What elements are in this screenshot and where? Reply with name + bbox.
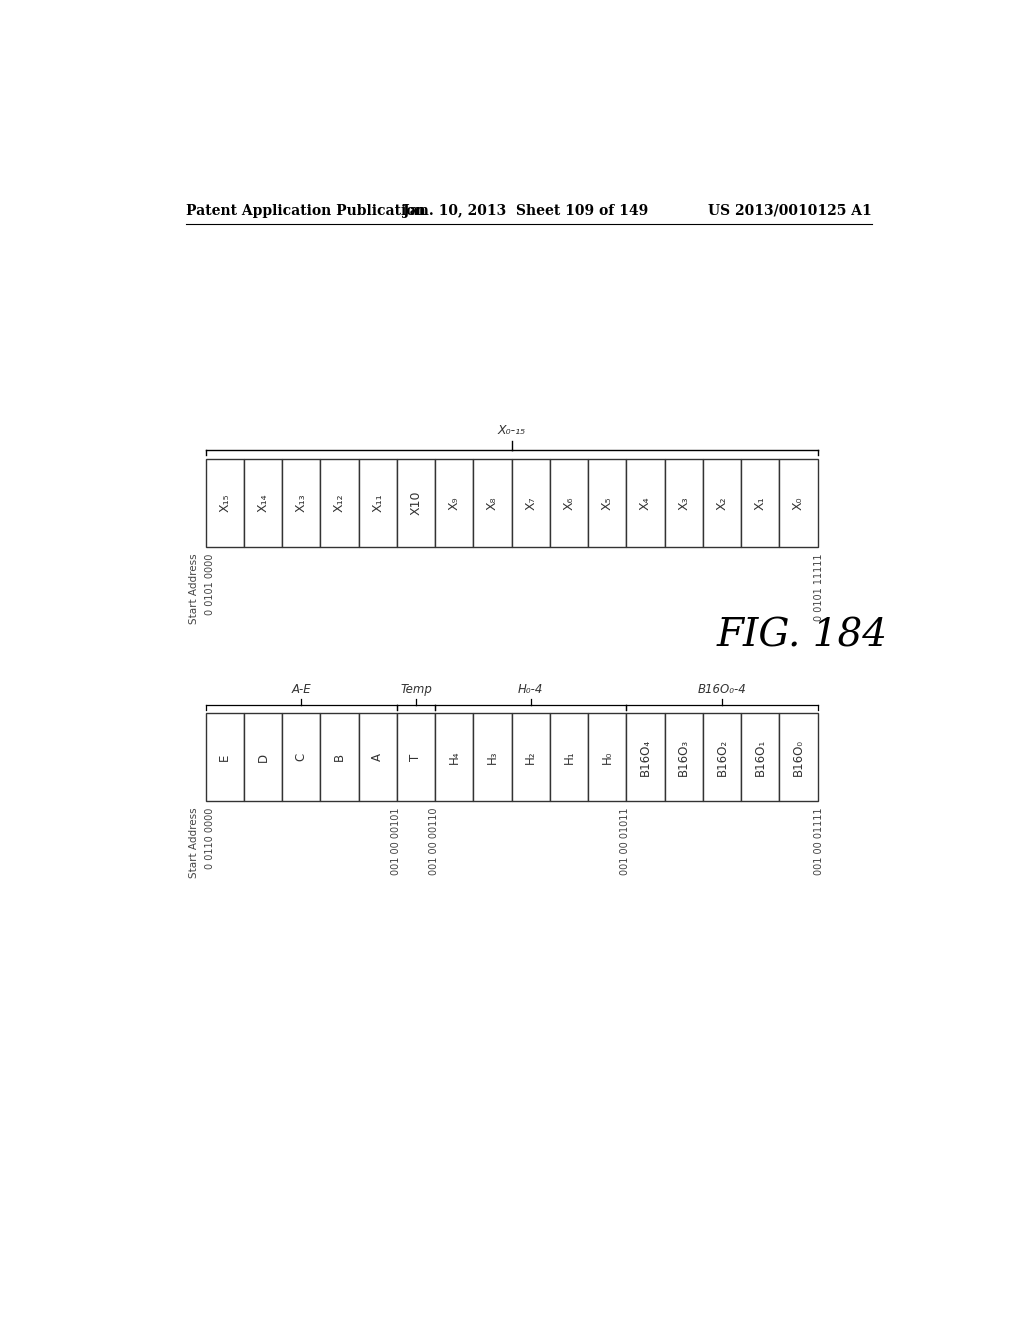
Text: X₁₅: X₁₅: [218, 494, 231, 512]
Text: X₄: X₄: [639, 496, 652, 510]
Text: 0 0101 11111: 0 0101 11111: [814, 553, 824, 620]
Text: B16O₄: B16O₄: [639, 738, 652, 776]
Bar: [702, 459, 741, 548]
Text: E: E: [218, 754, 231, 760]
Text: FIG. 184: FIG. 184: [717, 618, 888, 655]
Text: Temp: Temp: [400, 682, 432, 696]
Text: B16O₃: B16O₃: [677, 738, 690, 776]
Text: H₄: H₄: [447, 750, 461, 764]
Bar: [550, 713, 588, 801]
Bar: [244, 459, 282, 548]
Bar: [244, 713, 282, 801]
Text: X₀: X₀: [793, 496, 805, 510]
Text: H₀: H₀: [601, 750, 613, 764]
Bar: [741, 459, 779, 548]
Text: B16O₂: B16O₂: [716, 738, 729, 776]
Text: B16O₀-4: B16O₀-4: [697, 682, 746, 696]
Text: H₃: H₃: [486, 750, 499, 764]
Bar: [397, 459, 435, 548]
Bar: [358, 713, 397, 801]
Text: Start Address: Start Address: [189, 553, 200, 624]
Text: X10: X10: [410, 491, 423, 515]
Bar: [741, 713, 779, 801]
Text: A: A: [371, 754, 384, 762]
Bar: [550, 459, 588, 548]
Text: X₁₃: X₁₃: [295, 494, 307, 512]
Bar: [512, 713, 550, 801]
Bar: [779, 713, 818, 801]
Bar: [206, 459, 244, 548]
Text: X₈: X₈: [486, 496, 499, 510]
Text: 001 00 01011: 001 00 01011: [621, 808, 631, 875]
Text: H₂: H₂: [524, 750, 538, 764]
Text: 001 00 00101: 001 00 00101: [391, 808, 400, 875]
Text: B16O₁: B16O₁: [754, 738, 767, 776]
Text: H₀-4: H₀-4: [518, 682, 544, 696]
Text: 0 0101 0000: 0 0101 0000: [205, 553, 215, 615]
Bar: [435, 459, 473, 548]
Text: US 2013/0010125 A1: US 2013/0010125 A1: [709, 203, 872, 218]
Bar: [702, 713, 741, 801]
Text: X₆: X₆: [562, 496, 575, 510]
Bar: [588, 713, 627, 801]
Bar: [779, 459, 818, 548]
Text: X₀-₁₅: X₀-₁₅: [498, 424, 525, 437]
Bar: [282, 459, 321, 548]
Text: X₉: X₉: [447, 496, 461, 510]
Text: X₁₁: X₁₁: [371, 494, 384, 512]
Bar: [627, 713, 665, 801]
Bar: [473, 459, 512, 548]
Bar: [665, 459, 702, 548]
Text: X₁₂: X₁₂: [333, 494, 346, 512]
Bar: [321, 713, 358, 801]
Bar: [473, 713, 512, 801]
Bar: [282, 713, 321, 801]
Text: 0 0110 0000: 0 0110 0000: [205, 808, 215, 869]
Text: 001 00 01111: 001 00 01111: [814, 808, 824, 875]
Bar: [435, 713, 473, 801]
Text: X₁: X₁: [754, 496, 767, 510]
Text: Jan. 10, 2013  Sheet 109 of 149: Jan. 10, 2013 Sheet 109 of 149: [403, 203, 648, 218]
Text: X₇: X₇: [524, 496, 538, 510]
Bar: [588, 459, 627, 548]
Text: X₃: X₃: [677, 496, 690, 510]
Text: C: C: [295, 752, 307, 762]
Bar: [665, 713, 702, 801]
Bar: [321, 459, 358, 548]
Text: B: B: [333, 752, 346, 762]
Bar: [512, 459, 550, 548]
Text: A-E: A-E: [292, 682, 311, 696]
Text: 001 00 00110: 001 00 00110: [429, 808, 439, 875]
Bar: [206, 713, 244, 801]
Text: X₅: X₅: [601, 496, 613, 510]
Bar: [627, 459, 665, 548]
Text: B16O₀: B16O₀: [793, 739, 805, 776]
Bar: [397, 713, 435, 801]
Text: H₁: H₁: [562, 750, 575, 764]
Text: X₁₄: X₁₄: [256, 494, 269, 512]
Text: T: T: [410, 754, 423, 760]
Text: X₂: X₂: [716, 496, 729, 510]
Text: D: D: [256, 752, 269, 762]
Text: Start Address: Start Address: [189, 808, 200, 878]
Text: Patent Application Publication: Patent Application Publication: [186, 203, 426, 218]
Bar: [358, 459, 397, 548]
